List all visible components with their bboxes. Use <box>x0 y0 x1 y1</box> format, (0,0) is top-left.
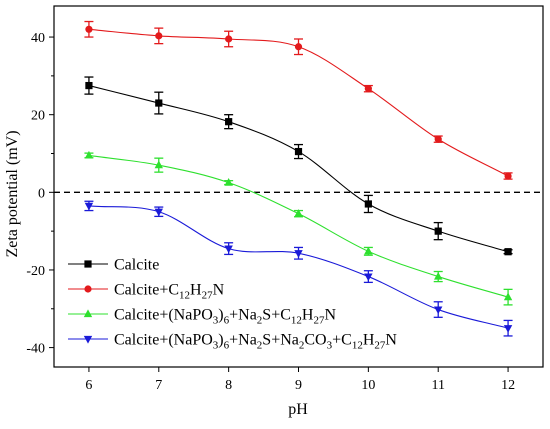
data-point <box>85 25 93 33</box>
series-3 <box>84 150 513 306</box>
data-point <box>434 271 443 280</box>
legend-entry-4: Calcite+(NaPO3)6+Na2S+Na2CO3+C12H27N <box>68 332 397 352</box>
data-point <box>503 292 513 301</box>
y-tick-label: -40 <box>26 342 45 357</box>
legend-entry-2: Calcite+C12H27N <box>68 282 225 302</box>
legend-entry-3: Calcite+(NaPO3)6+Na2S+C12H27N <box>68 307 336 327</box>
legend-label: Calcite+C12H27N <box>114 282 225 302</box>
legend-label: Calcite <box>114 257 159 274</box>
data-point <box>364 85 372 93</box>
data-point <box>434 227 442 235</box>
series-1 <box>84 76 513 256</box>
series-line <box>88 85 509 253</box>
y-tick-label: 20 <box>31 109 45 124</box>
x-tick-label: 12 <box>501 378 515 393</box>
legend-marker <box>83 335 93 344</box>
legend-label: Calcite+(NaPO3)6+Na2S+C12H27N <box>114 307 336 327</box>
x-tick-label: 6 <box>85 378 92 393</box>
series-2 <box>84 20 513 180</box>
legend-marker <box>84 260 92 268</box>
legend-marker <box>83 309 93 318</box>
data-point <box>294 43 303 51</box>
y-tick-label: 40 <box>31 31 45 46</box>
data-point <box>504 172 512 180</box>
data-point <box>294 209 303 217</box>
data-point <box>364 273 373 282</box>
series-4 <box>84 200 513 337</box>
data-point <box>84 150 94 159</box>
x-tick-label: 9 <box>295 378 302 393</box>
data-point <box>155 99 163 107</box>
data-point <box>155 32 163 40</box>
x-tick-label: 8 <box>225 378 232 393</box>
data-point <box>154 208 163 217</box>
data-point <box>225 35 233 43</box>
series-line <box>88 154 509 298</box>
x-tick-label: 11 <box>431 378 444 393</box>
data-point <box>294 147 303 156</box>
legend-marker <box>84 285 92 293</box>
data-point <box>294 250 303 258</box>
x-tick-label: 7 <box>155 378 162 393</box>
data-point <box>224 245 233 254</box>
data-point <box>504 248 512 256</box>
data-point <box>85 81 93 90</box>
data-point <box>434 306 443 315</box>
data-point <box>364 200 372 208</box>
x-axis-label: pH <box>288 401 308 418</box>
data-point <box>434 135 442 143</box>
data-point <box>364 246 373 255</box>
x-tick-label: 10 <box>361 378 375 393</box>
data-point <box>503 325 513 333</box>
y-tick-label: 0 <box>38 186 45 201</box>
legend-entry-1: Calcite <box>68 257 159 274</box>
data-point <box>225 118 233 126</box>
y-axis-label: Zeta potential (mV) <box>4 130 21 257</box>
data-point <box>84 202 94 211</box>
data-point <box>224 178 233 186</box>
y-tick-label: -20 <box>26 264 45 279</box>
legend-label: Calcite+(NaPO3)6+Na2S+Na2CO3+C12H27N <box>114 332 397 352</box>
data-point <box>154 160 163 169</box>
